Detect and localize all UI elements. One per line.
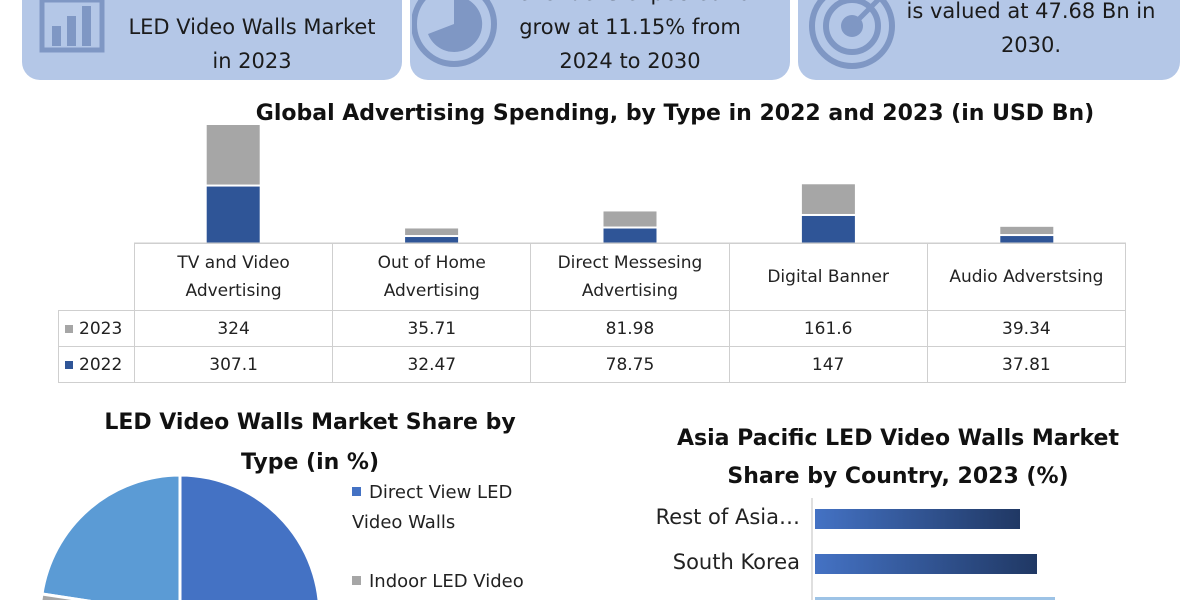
pie-chart-icon (412, 0, 497, 67)
bar-2023-4 (1000, 226, 1054, 235)
pie-slice-indoor (39, 592, 92, 600)
bar-2022-3 (801, 215, 855, 243)
table-cell: 81.98 (530, 310, 730, 347)
legend-swatch-direct-view (352, 487, 361, 496)
bar-2022-1 (405, 237, 459, 243)
info-card-2-text: revenue is expected to grow at 11.15% fr… (509, 0, 750, 73)
table-row-2022: 2022 307.1 32.47 78.75 147 37.81 (58, 346, 1127, 383)
table-row-2023: 2023 324 35.71 81.98 161.6 39.34 (58, 310, 1127, 347)
table-cell: 307.1 (133, 346, 334, 383)
bar-partial (815, 597, 1055, 600)
info-card-1: LED Video Walls Market in 2023 (22, 0, 402, 80)
bar-2022-2 (603, 228, 657, 243)
pie-legend-item: Indoor LED Video (352, 567, 572, 597)
bar-2023-0 (206, 125, 260, 185)
chart-title-ad-spending: Global Advertising Spending, by Type in … (255, 101, 1095, 126)
legend-swatch-indoor (352, 576, 361, 585)
info-card-3: is valued at 47.68 Bn in 2030. (798, 0, 1180, 80)
legend-label: Direct View LED Video Walls (352, 482, 513, 533)
bar-2022-0 (206, 186, 260, 243)
table-cell: 37.81 (926, 346, 1127, 383)
bar-south-korea (815, 554, 1037, 574)
bar-chart-icon (39, 0, 105, 53)
ad-spending-data-table: TV and Video Advertising Out of Home Adv… (58, 243, 1127, 383)
market-share-pie (39, 473, 321, 600)
bar-2022-4 (1000, 236, 1054, 243)
info-card-2: revenue is expected to grow at 11.15% fr… (410, 0, 790, 80)
series-label: 2023 (79, 318, 123, 339)
series-label: 2022 (79, 354, 123, 375)
table-cell: 324 (133, 310, 334, 347)
legend-swatch-2023 (65, 324, 73, 333)
pie-slice-direct-view (178, 473, 321, 600)
target-icon (809, 0, 895, 69)
info-card-3-text: is valued at 47.68 Bn in 2030. (906, 0, 1156, 57)
category-label: Audio Adverstsing (926, 243, 1127, 311)
chart-title-market-share-type: LED Video Walls Market Share by Type (in… (104, 410, 516, 475)
bar-2023-3 (801, 184, 855, 214)
category-label: Out of Home Advertising (332, 243, 532, 311)
table-cell: 35.71 (332, 310, 532, 347)
bar-rest-of-asia (815, 509, 1020, 529)
chart-title-asia-pacific: Asia Pacific LED Video Walls Market Shar… (677, 426, 1119, 489)
bar-2023-1 (405, 228, 459, 236)
category-label: Direct Messesing Advertising (530, 243, 730, 311)
bar-2023-2 (603, 211, 657, 227)
legend-swatch-2022 (65, 360, 73, 369)
legend-label: Indoor LED Video (369, 571, 524, 592)
pie-legend-item: Direct View LED Video Walls (352, 478, 552, 538)
country-label: Rest of Asia… (655, 505, 800, 529)
category-label: Digital Banner (728, 243, 928, 311)
table-cell: 39.34 (926, 310, 1127, 347)
country-label: South Korea (672, 550, 800, 574)
category-label: TV and Video Advertising (133, 243, 334, 311)
table-cell: 78.75 (530, 346, 730, 383)
info-card-1-text: LED Video Walls Market in 2023 (128, 15, 376, 73)
pie-slice-light (40, 473, 182, 600)
